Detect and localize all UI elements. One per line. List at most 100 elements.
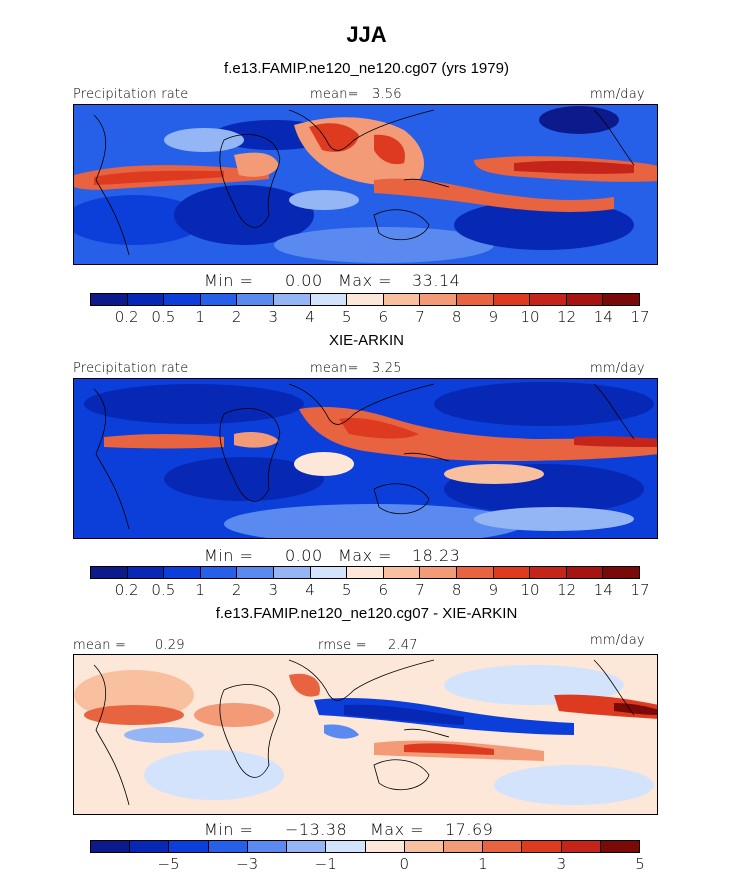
panel1-colorbar-swatch [530,294,567,305]
panel1-colorbar-tick-label: 8 [451,308,462,326]
panel3-mean-label: mean = [73,638,127,653]
panel2-min-value: 0.00 [285,546,323,565]
panel1-colorbar-tick-label: 3 [268,308,279,326]
panel3-colorbar-tick-label: 3 [556,855,567,873]
panel1-colorbar-swatch [383,294,421,305]
panel1-map [73,104,658,265]
panel1-dry-region [539,106,619,134]
panel2-colorbar-swatch [127,567,165,578]
panel2-min-label: Min = [204,546,254,565]
panel1-colorbar-swatch [456,294,494,305]
panel2-colorbar-tick-label: 5 [341,581,352,599]
panel2-colorbar-swatch [566,567,604,578]
panel1-dry-region [454,200,634,250]
panel3-positive-core [614,703,657,715]
panel2-colorbar-tick-label: 14 [593,581,613,599]
panel2-map [73,378,658,539]
panel3-colorbar-swatch [208,841,248,852]
panel1-monsoon-core [374,134,405,165]
panel3-min-value: −13.38 [285,820,348,839]
panel2-warm-pool [299,407,657,461]
panel3-colorbar-swatch [247,841,288,852]
panel2-colorbar-swatch [310,567,348,578]
panel1-moist-region [164,128,244,152]
panel1-monsoon-core [309,123,359,152]
panel1-colorbar-swatch [164,294,201,305]
panel3-colorbar-swatch [483,841,523,852]
panel2-colorbar-swatch [530,567,567,578]
panel2-colorbar-tick-label: 12 [557,581,577,599]
panel1-colorbar-tick-label: 9 [488,308,499,326]
panel2-pacific-core [574,436,657,447]
panel3-mean-value: 0.29 [155,638,185,653]
panel3-negative-region [494,765,654,805]
panel2-colorbar-swatch [603,567,639,578]
panel2-colorbar-swatch [456,567,494,578]
panel2-colorbar-swatch [383,567,421,578]
panel2-colorbar-tick-label: 2 [231,581,242,599]
panel3-negative-region [324,724,359,739]
panel2-colorbar-tick-label: 10 [520,581,540,599]
panel2-dry-region [164,457,324,501]
panel1-colorbar-swatch [566,294,604,305]
panel1-itcz-core [94,170,224,185]
panel2-colorbar-swatch [273,567,311,578]
panel3-colorbar-swatch [287,841,327,852]
panel2-colorbar-tick-label: 17 [630,581,650,599]
panel2-max-label: Max = [338,546,393,565]
panel3-negative-core [344,704,464,725]
panel1-colorbar-swatch [420,294,457,305]
panel1-pacific-band [374,178,614,212]
panel2-title: XIE-ARKIN [328,332,404,349]
panel2-colorbar-swatch [347,567,384,578]
panel3-colorbar-swatch [169,841,209,852]
panel1-colorbar-swatch [91,294,128,305]
panel3-positive-core [404,743,494,755]
panel2-colorbar-tick-label: 0.2 [114,581,139,599]
panel3-max-label: Max = [370,820,425,839]
panel3-colorbar-swatch [91,841,131,852]
panel1-moist-region [274,227,494,263]
panel2-dry-region [84,384,304,424]
panel2-colorbar [90,566,640,579]
panel1-dry-region [174,185,314,245]
panel1-colorbar [90,293,640,306]
panel3-colorbar-tick-label: −5 [157,855,180,873]
panel1-colorbar-tick-label: 6 [378,308,389,326]
panel1-colorbar-tick-label: 2 [231,308,242,326]
panel3-colorbar-tick-label: 1 [478,855,488,873]
panel3-colorbar-swatch [404,841,444,852]
panel1-min-value: 0.00 [285,271,323,290]
panel2-colorbar-tick-label: 6 [378,581,389,599]
panel2-mean-label: mean= [310,361,359,376]
panel1-colorbar-swatch [273,294,311,305]
panel2-moist-region [474,507,634,531]
panel3-colorbar-swatch [443,841,484,852]
panel3-colorbar-ticks: −5 −3 −1 0 1 3 5 [90,855,645,873]
panel1-colorbar-tick-label: 7 [415,308,425,326]
panel3-map-svg [74,655,657,814]
panel3-colorbar-swatch [561,841,601,852]
panel1-colorbar-tick-label: 10 [520,308,540,326]
panel1-colorbar-tick-label: 0.5 [151,308,176,326]
panel1-mean-label: mean= [310,87,359,102]
panel2-coastlines [93,383,635,530]
panel1-mean-value: 3.56 [372,87,402,102]
panel2-units: mm/day [590,361,645,376]
panel1-colorbar-swatch [493,294,531,305]
panel1-colorbar-tick-label: 5 [341,308,352,326]
panel2-colorbar-swatch [91,567,128,578]
panel2-colorbar-swatch [493,567,531,578]
panel3-positive-region [194,703,274,727]
panel3-negative-region [124,727,204,743]
panel2-rain-region [444,464,544,484]
panel2-colorbar-tick-label: 0.5 [151,581,176,599]
panel2-colorbar-ticks: 0.2 0.5 1 2 3 4 5 6 7 8 9 10 12 14 17 [90,581,650,599]
main-title: JJA [346,22,387,47]
panel1-max-value: 33.14 [412,271,461,290]
panel1-colorbar-tick-label: 12 [557,308,577,326]
panel3-colorbar-swatch [326,841,366,852]
panel1-dry-region [74,195,204,245]
panel2-mean-value: 3.25 [372,361,402,376]
panel2-rain-region [294,452,354,476]
